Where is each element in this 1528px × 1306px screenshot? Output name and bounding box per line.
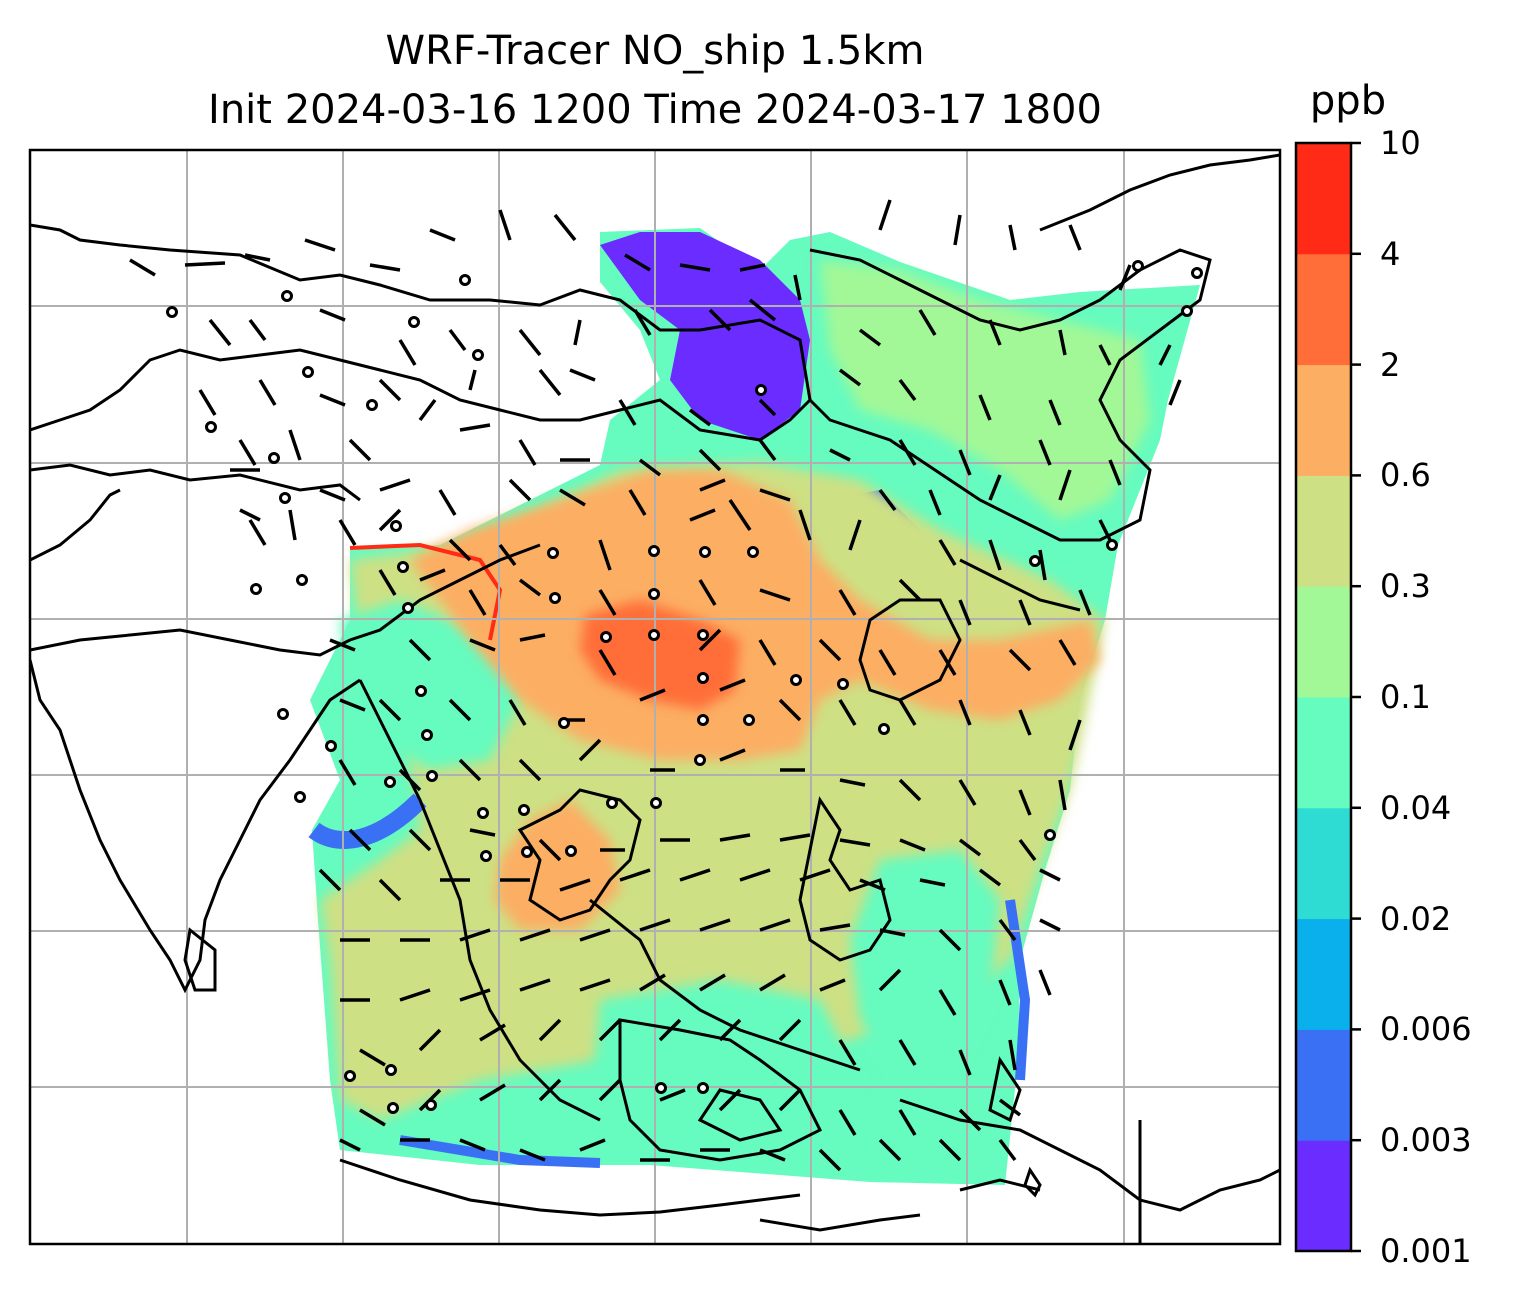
wind-barbs — [129, 199, 1182, 1172]
colorbar-segment — [1296, 143, 1351, 255]
colorbar-segment — [1296, 918, 1351, 1030]
colorbar-tick-label: 4 — [1380, 234, 1401, 273]
peak-ridge — [349, 542, 503, 641]
colorbar-segment — [1296, 586, 1351, 698]
blue-coastal-band — [308, 793, 427, 849]
colorbar-tick-label: 0.006 — [1380, 1010, 1472, 1049]
concentration-field — [308, 228, 1200, 1185]
coastlines — [30, 153, 1280, 1244]
colorbar-tick-label: 0.003 — [1380, 1121, 1472, 1160]
colorbar-ticks — [1351, 141, 1361, 1253]
blue-eastern-edge — [1005, 899, 1031, 1081]
colorbar-tick-label: 0.3 — [1380, 567, 1431, 606]
colorbar-tick-label: 0.1 — [1380, 678, 1431, 716]
calm-markers — [166, 260, 1203, 1114]
blue-southern-edge — [399, 1135, 601, 1168]
gridlines — [30, 150, 1280, 1244]
colorbar-segment — [1296, 253, 1351, 366]
title-line-2: Init 2024-03-16 1200 Time 2024-03-17 180… — [208, 87, 1102, 133]
colorbar-tick-label: 0.02 — [1380, 899, 1452, 938]
colorbar-segment — [1296, 1140, 1351, 1252]
colorbar-tick-label: 0.6 — [1380, 456, 1431, 495]
teal-patch-south — [590, 980, 860, 1150]
map-border — [28, 148, 1282, 1246]
colorbar-segment — [1296, 697, 1351, 809]
colorbar-segment — [1296, 364, 1351, 476]
colorbar — [1296, 143, 1351, 1252]
colorbar-tick-label: 0.001 — [1380, 1232, 1472, 1270]
high-concentration-south — [495, 800, 620, 930]
light-green-patch-northeast — [820, 260, 1150, 520]
colorbar-unit-label: ppb — [1309, 78, 1387, 124]
colorbar-segment — [1296, 475, 1351, 587]
colorbar-tick-label: 10 — [1380, 124, 1421, 162]
title-line-1: WRF-Tracer NO_ship 1.5km — [385, 28, 925, 74]
colorbar-tick-label: 2 — [1380, 345, 1401, 384]
colorbar-segment — [1296, 1029, 1351, 1141]
colorbar-tick-label: 0.04 — [1380, 788, 1452, 827]
colorbar-segment — [1296, 807, 1351, 920]
